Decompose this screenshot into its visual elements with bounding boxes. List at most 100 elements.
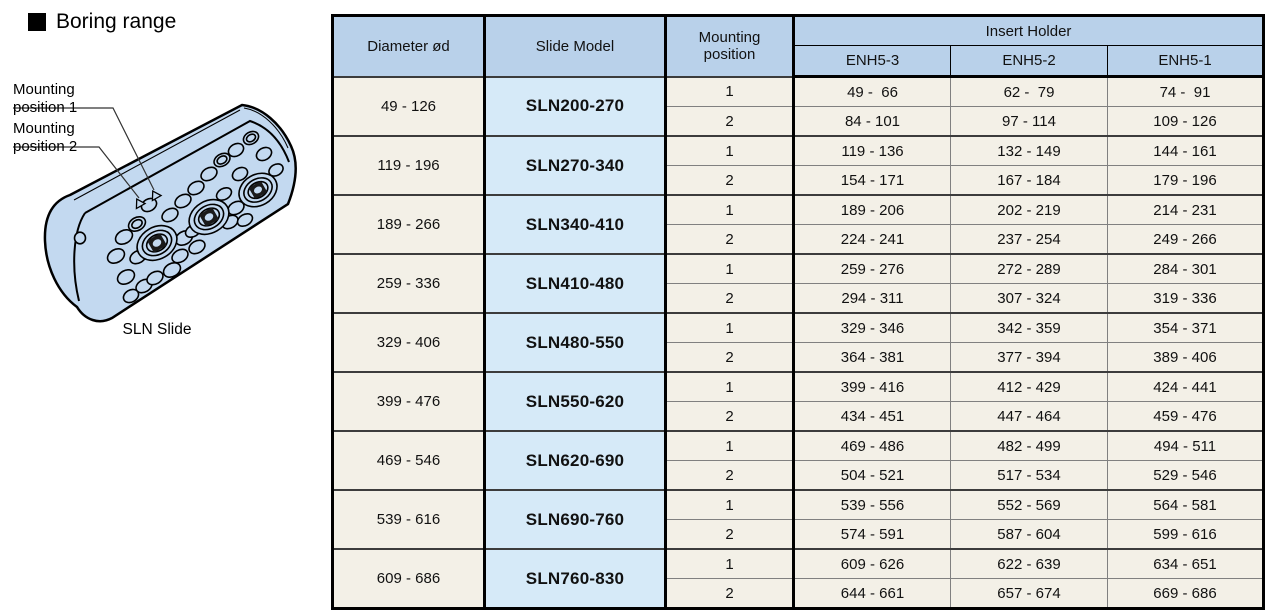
mounting-position-cell: 1: [665, 489, 795, 520]
table-body: 49 - 126 SLN200-270 1 49 - 66 62 - 79 74 - 91…: [332, 75, 1264, 609]
diameter-cell: 329 - 406: [332, 312, 486, 373]
holder-range-cell-enh5-1: 634 - 651: [1107, 548, 1264, 579]
sln-slide-illustration: [13, 103, 297, 323]
holder-range-cell-enh5-3: 154 - 171: [793, 165, 951, 196]
holder-range-cell-enh5-3: 399 - 416: [793, 371, 951, 402]
header-mounting-position: Mounting position: [665, 15, 795, 77]
mounting-position-cell: 1: [665, 548, 795, 579]
slide-model-cell: SLN550-620: [484, 371, 667, 432]
holder-range-cell-enh5-2: 132 - 149: [950, 135, 1108, 166]
holder-range-cell-enh5-3: 434 - 451: [793, 401, 951, 432]
leader-line-position-1: [13, 107, 155, 191]
diameter-cell: 259 - 336: [332, 253, 486, 314]
large-bore-hole-1: [136, 224, 178, 262]
holder-range-cell-enh5-3: 539 - 556: [793, 489, 951, 520]
table-row: 2 434 - 451 447 - 464 459 - 476: [333, 401, 1264, 432]
holder-range-cell-enh5-2: 517 - 534: [950, 460, 1108, 491]
holder-range-cell-enh5-1: 249 - 266: [1107, 224, 1264, 255]
mounting-position-cell: 2: [665, 165, 795, 196]
table-row: 609 - 686 SLN760-830 1 609 - 626 622 - 639 63…: [332, 548, 1264, 609]
slide-model-cell: SLN200-270: [484, 75, 667, 137]
boring-range-table: Diameter ød Slide Model Mounting positio…: [331, 14, 1265, 610]
table-row: 469 - 546 SLN620-690 1 469 - 486 482 - 499 49…: [332, 430, 1264, 491]
section-marker-square-icon: [28, 13, 46, 31]
holder-range-cell-enh5-3: 644 - 661: [793, 578, 951, 609]
table-row: 2 504 - 521 517 - 534 529 - 546: [333, 460, 1264, 491]
holder-range-cell-enh5-1: 564 - 581: [1107, 489, 1264, 520]
holder-range-cell-enh5-1: 424 - 441: [1107, 371, 1264, 402]
table-row: 189 - 266 SLN340-410 1 189 - 206 202 - 219 21…: [332, 194, 1264, 255]
mounting-position-cell: 2: [665, 224, 795, 255]
holder-range-cell-enh5-2: 237 - 254: [950, 224, 1108, 255]
mounting-position-cell: 1: [665, 371, 795, 402]
holder-range-cell-enh5-2: 447 - 464: [950, 401, 1108, 432]
mounting-position-cell: 1: [665, 194, 795, 225]
top-chamfer-edge: [73, 109, 241, 201]
holder-range-cell-enh5-3: 504 - 521: [793, 460, 951, 491]
mounting-position-cell: 2: [665, 283, 795, 314]
holder-range-cell-enh5-3: 49 - 66: [793, 75, 951, 107]
mounting-position-cell: 2: [665, 401, 795, 432]
holder-range-cell-enh5-3: 574 - 591: [793, 519, 951, 550]
slide-model-cell: SLN410-480: [484, 253, 667, 314]
holder-range-cell-enh5-1: 179 - 196: [1107, 165, 1264, 196]
holder-range-cell-enh5-2: 167 - 184: [950, 165, 1108, 196]
header-enh5-2: ENH5-2: [950, 45, 1108, 78]
slide-model-cell: SLN270-340: [484, 135, 667, 196]
holder-range-cell-enh5-2: 342 - 359: [950, 312, 1108, 343]
holder-range-cell-enh5-3: 224 - 241: [793, 224, 951, 255]
holder-range-cell-enh5-2: 97 - 114: [950, 106, 1108, 137]
holder-range-cell-enh5-3: 329 - 346: [793, 312, 951, 343]
mounting-position-cell: 2: [665, 460, 795, 491]
mounting-position-1-label: Mounting position 1: [13, 81, 78, 116]
table-row: 259 - 336 SLN410-480 1 259 - 276 272 - 289 28…: [332, 253, 1264, 314]
diameter-cell: 399 - 476: [332, 371, 486, 432]
slide-model-cell: SLN690-760: [484, 489, 667, 550]
slide-model-cell: SLN480-550: [484, 312, 667, 373]
diameter-cell: 49 - 126: [332, 75, 486, 137]
table-row: 399 - 476 SLN550-620 1 399 - 416 412 - 429 42…: [332, 371, 1264, 432]
section-title: Boring range: [28, 10, 176, 34]
slide-model-cell: SLN760-830: [484, 548, 667, 609]
right-cap-edge: [243, 107, 289, 149]
header-diameter: Diameter ød: [332, 15, 486, 77]
holder-range-cell-enh5-2: 622 - 639: [950, 548, 1108, 579]
mounting-position-cell: 1: [665, 430, 795, 461]
header-slide-model: Slide Model: [484, 15, 667, 77]
mounting-position-cell: 1: [665, 135, 795, 166]
mounting-position-cell: 1: [665, 312, 795, 343]
small-bore-holes: [73, 130, 284, 304]
holder-range-cell-enh5-2: 62 - 79: [950, 75, 1108, 107]
holder-range-cell-enh5-2: 377 - 394: [950, 342, 1108, 373]
holder-range-cell-enh5-2: 657 - 674: [950, 578, 1108, 609]
holder-range-cell-enh5-1: 319 - 336: [1107, 283, 1264, 314]
header-insert-holder: Insert Holder: [793, 15, 1264, 46]
holder-range-cell-enh5-1: 74 - 91: [1107, 75, 1264, 107]
mounting-position-2-label: Mounting position 2: [13, 120, 78, 155]
table-row: 119 - 196 SLN270-340 1 119 - 136 132 - 149 14…: [332, 135, 1264, 196]
slide-model-cell: SLN620-690: [484, 430, 667, 491]
table-row: 2 154 - 171 167 - 184 179 - 196: [333, 165, 1264, 196]
holder-range-cell-enh5-1: 109 - 126: [1107, 106, 1264, 137]
table-row: 329 - 406 SLN480-550 1 329 - 346 342 - 359 35…: [332, 312, 1264, 373]
holder-range-cell-enh5-1: 669 - 686: [1107, 578, 1264, 609]
diameter-cell: 189 - 266: [332, 194, 486, 255]
holder-range-cell-enh5-1: 599 - 616: [1107, 519, 1264, 550]
mounting-position-1-marker-icon: [151, 190, 163, 202]
diameter-cell: 539 - 616: [332, 489, 486, 550]
table-row: 539 - 616 SLN690-760 1 539 - 556 552 - 569 56…: [332, 489, 1264, 550]
leader-line-position-2: [13, 146, 140, 199]
holder-range-cell-enh5-3: 364 - 381: [793, 342, 951, 373]
table-row: 49 - 126 SLN200-270 1 49 - 66 62 - 79 74 - 91: [332, 75, 1264, 137]
mounting-position-cell: 2: [665, 578, 795, 609]
table-row: 2 364 - 381 377 - 394 389 - 406: [333, 342, 1264, 373]
mounting-position-cell: 2: [665, 342, 795, 373]
holder-range-cell-enh5-2: 552 - 569: [950, 489, 1108, 520]
diameter-cell: 609 - 686: [332, 548, 486, 609]
section-title-text: Boring range: [56, 10, 177, 33]
holder-range-cell-enh5-3: 84 - 101: [793, 106, 951, 137]
table-row: 2 224 - 241 237 - 254 249 - 266: [333, 224, 1264, 255]
holder-range-cell-enh5-3: 469 - 486: [793, 430, 951, 461]
diameter-cell: 119 - 196: [332, 135, 486, 196]
diameter-cell: 469 - 546: [332, 430, 486, 491]
